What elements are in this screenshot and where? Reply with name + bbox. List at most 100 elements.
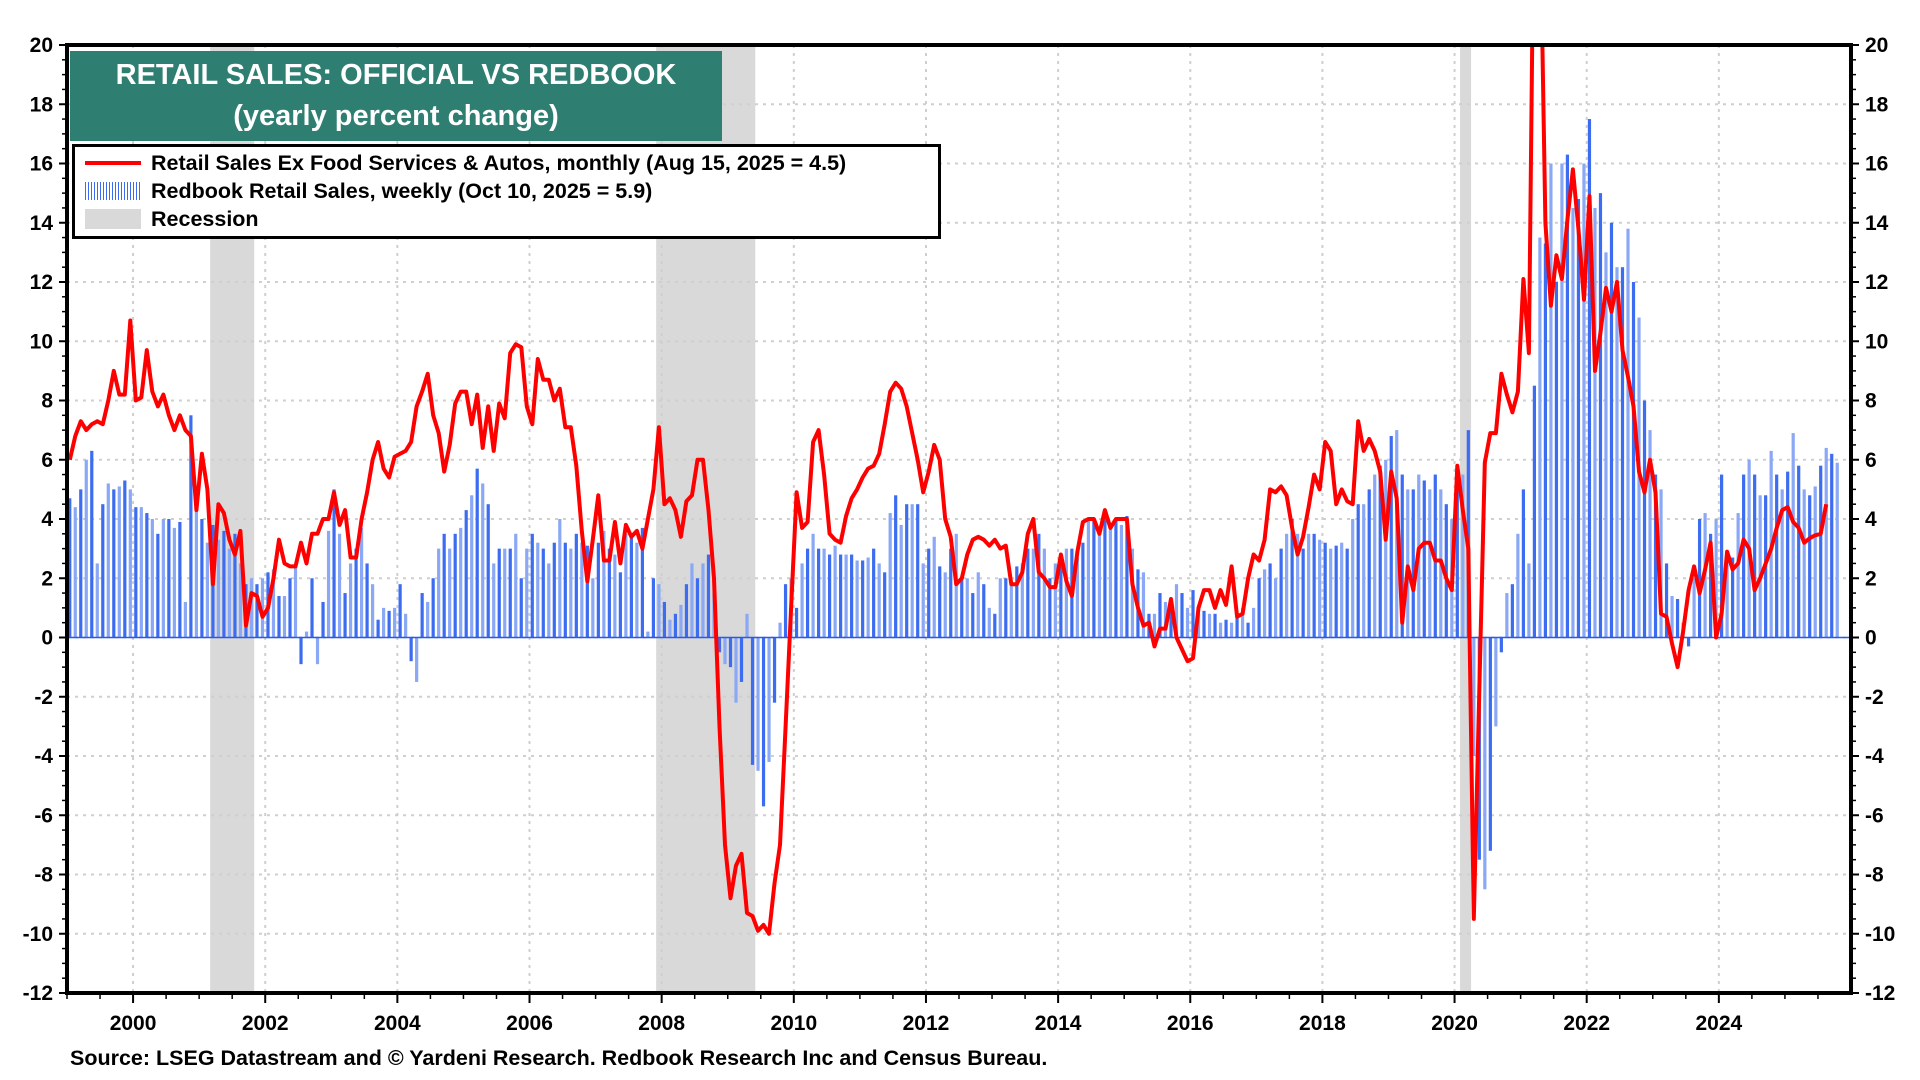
- x-tick-label: 2012: [903, 1012, 950, 1035]
- redbook-bar: [420, 593, 424, 638]
- redbook-bar: [1494, 637, 1498, 727]
- redbook-bar: [442, 533, 446, 638]
- redbook-bar: [872, 548, 876, 638]
- redbook-bar: [1031, 548, 1035, 638]
- redbook-bar: [1538, 237, 1542, 638]
- y-tick-label-left: 6: [41, 449, 53, 472]
- y-tick-label-left: -6: [34, 804, 53, 827]
- redbook-bar: [1560, 163, 1564, 638]
- redbook-bar: [1670, 596, 1674, 638]
- redbook-bar: [585, 545, 589, 638]
- redbook-bar: [486, 504, 490, 638]
- redbook-bar: [1758, 495, 1762, 638]
- legend-item-redbook: Redbook Retail Sales, weekly (Oct 10, 20…: [85, 178, 652, 204]
- redbook-bar: [1400, 474, 1404, 638]
- redbook-bar: [128, 489, 132, 638]
- redbook-bar: [1554, 282, 1559, 638]
- top-mask: [67, 0, 1851, 43]
- redbook-bar: [1587, 119, 1592, 638]
- redbook-bar: [629, 536, 633, 638]
- redbook-bar: [618, 572, 622, 638]
- redbook-bar: [194, 507, 198, 638]
- redbook-bar: [453, 533, 457, 638]
- x-tick-label: 2016: [1167, 1012, 1214, 1035]
- redbook-bar: [1125, 516, 1129, 638]
- redbook-bar: [894, 495, 898, 638]
- chart-subtitle: (yearly percent change): [233, 100, 559, 132]
- redbook-bar: [756, 637, 760, 771]
- redbook-bar: [1290, 519, 1294, 638]
- redbook-bar: [1708, 533, 1713, 638]
- redbook-bar: [684, 584, 689, 638]
- redbook-bar: [602, 530, 606, 638]
- y-tick-label-right: -6: [1865, 804, 1884, 827]
- y-tick-label-left: 20: [30, 34, 53, 57]
- y-tick-label-right: 2: [1865, 567, 1877, 590]
- redbook-bar: [216, 539, 221, 638]
- redbook-bar: [470, 495, 474, 638]
- redbook-bar: [233, 533, 237, 638]
- redbook-bar: [1318, 539, 1322, 638]
- redbook-bar: [1543, 243, 1548, 638]
- redbook-bar: [448, 548, 452, 638]
- redbook-bar: [431, 578, 435, 638]
- chart-title-box: RETAIL SALES: OFFICIAL VS REDBOOK (yearl…: [70, 51, 722, 141]
- redbook-bar: [112, 489, 116, 638]
- redbook-bar: [1835, 462, 1839, 638]
- y-tick-label-right: 0: [1865, 627, 1877, 650]
- redbook-bar: [1081, 542, 1085, 638]
- y-tick-label-right: -10: [1865, 923, 1895, 946]
- redbook-bar: [404, 613, 408, 638]
- redbook-bar: [1532, 385, 1536, 638]
- redbook-bar: [783, 584, 788, 638]
- chart-title: RETAIL SALES: OFFICIAL VS REDBOOK: [115, 59, 677, 91]
- y-tick-label-left: 8: [41, 390, 53, 413]
- redbook-bar: [134, 507, 138, 638]
- redbook-bar: [95, 563, 99, 638]
- y-tick-label-left: 16: [30, 153, 53, 176]
- redbook-bar: [828, 554, 832, 638]
- redbook-bar: [1086, 519, 1090, 638]
- redbook-bar: [772, 637, 777, 703]
- redbook-bar: [1631, 282, 1636, 638]
- redbook-bar: [1736, 513, 1740, 638]
- y-tick-label-right: -2: [1865, 686, 1884, 709]
- redbook-bar: [382, 607, 386, 638]
- redbook-bar: [987, 607, 991, 638]
- redbook-bar: [839, 554, 843, 638]
- redbook-bar: [778, 622, 782, 638]
- redbook-bar: [1753, 474, 1757, 638]
- redbook-bar: [260, 578, 265, 638]
- retail-sales-line: [67, 0, 1829, 936]
- redbook-bar: [1384, 459, 1388, 638]
- redbook-bar: [481, 483, 485, 638]
- redbook-bar: [1720, 474, 1724, 638]
- redbook-bar: [1004, 578, 1008, 638]
- redbook-bar: [668, 619, 672, 638]
- redbook-bar: [1158, 593, 1162, 638]
- redbook-bar: [855, 560, 859, 638]
- redbook-bar: [1510, 584, 1514, 638]
- redbook-bar: [541, 548, 545, 638]
- redbook-bar: [1367, 489, 1371, 638]
- redbook-bar: [249, 578, 254, 638]
- redbook-bar: [816, 548, 821, 638]
- legend-item-recession: Recession: [85, 206, 259, 232]
- redbook-bar: [321, 601, 325, 638]
- redbook-bar: [1714, 519, 1718, 638]
- y-tick-label-right: 8: [1865, 390, 1877, 413]
- redbook-bar: [745, 613, 749, 638]
- redbook-bar: [1378, 465, 1382, 638]
- y-tick-label-left: 12: [30, 271, 53, 294]
- redbook-bar: [657, 584, 661, 638]
- redbook-bar: [437, 548, 441, 638]
- redbook-bar: [1103, 513, 1107, 638]
- redbook-bar: [1576, 199, 1581, 638]
- redbook-bar: [1097, 533, 1102, 638]
- redbook-bar: [635, 542, 639, 638]
- plot-frame: [65, 43, 1853, 995]
- redbook-bar: [123, 480, 127, 638]
- redbook-bar: [1648, 430, 1652, 638]
- redbook-bar: [1340, 542, 1344, 638]
- redbook-bar: [68, 498, 72, 638]
